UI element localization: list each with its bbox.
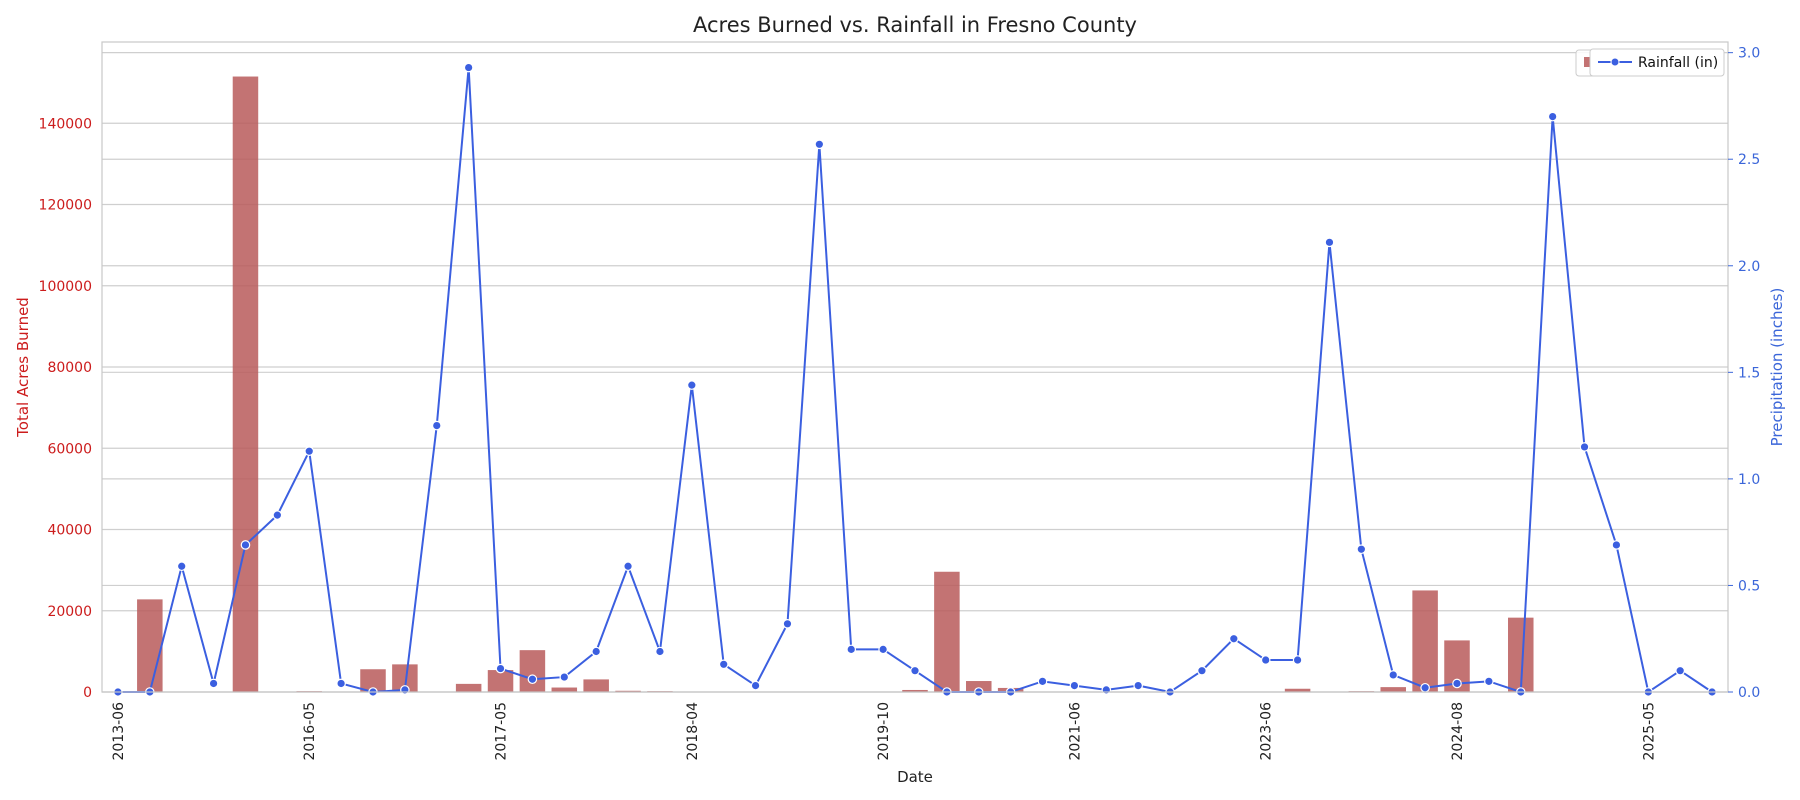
- rainfall-point: [623, 561, 633, 572]
- left-tick-label: 0: [83, 685, 92, 701]
- rainfall-point: [1388, 670, 1399, 680]
- legend-box-line: [1589, 48, 1725, 77]
- rainfall-point: [1611, 540, 1622, 550]
- rainfall-point: [814, 139, 825, 150]
- rainfall-point: [304, 446, 315, 456]
- bar: [455, 683, 482, 692]
- rainfall-point: [655, 646, 665, 657]
- bar-series-acres-burned: [137, 76, 1534, 692]
- rainfall-point: [1547, 111, 1558, 122]
- bar: [1412, 590, 1438, 692]
- left-tick-label: 40000: [47, 523, 92, 539]
- right-tick-label: 1.5: [1738, 365, 1760, 381]
- legend: Rainfall (in): [1575, 48, 1725, 77]
- rainfall-point: [846, 644, 857, 655]
- bar: [966, 681, 992, 692]
- x-tick-label: 2016-05: [302, 702, 318, 761]
- rainfall-point: [336, 678, 346, 689]
- legend-swatch-bars: [1584, 57, 1594, 67]
- rainfall-point: [1260, 655, 1271, 665]
- left-tick-label: 120000: [39, 198, 92, 214]
- rainfall-point: [176, 561, 187, 572]
- rainfall-point: [1101, 685, 1112, 695]
- rainfall-point: [463, 62, 474, 73]
- plot-frame: [101, 41, 1729, 693]
- x-tick-label: 2023-06: [1259, 702, 1275, 761]
- bar: [1380, 687, 1406, 692]
- x-tick-label: 2021-06: [1067, 702, 1083, 761]
- right-tick-label: 0.0: [1738, 685, 1760, 701]
- x-tick-label: 2019-10: [876, 702, 892, 761]
- rainfall-point: [878, 644, 888, 655]
- bar: [583, 679, 609, 692]
- bar: [1284, 688, 1311, 692]
- rainfall-point: [559, 672, 570, 682]
- rainfall-point: [1452, 678, 1462, 689]
- rainfall-point: [591, 646, 601, 657]
- bar: [934, 571, 960, 692]
- chart-title: Acres Burned vs. Rainfall in Fresno Coun…: [693, 13, 1137, 37]
- bar: [519, 650, 546, 692]
- left-tick-label: 140000: [39, 116, 92, 132]
- x-tick-label: 2013-06: [111, 702, 127, 761]
- left-tick-label: 80000: [47, 360, 92, 376]
- rainfall-point: [1197, 665, 1207, 676]
- left-tick-label: 60000: [47, 441, 92, 457]
- rainfall-point: [1229, 633, 1239, 644]
- rainfall-point: [1133, 680, 1143, 691]
- right-axis-label: Precipitation (inches): [1768, 288, 1786, 447]
- bar: [615, 690, 641, 692]
- x-tick-label: 2024-08: [1450, 702, 1466, 761]
- right-tick-label: 2.5: [1738, 152, 1760, 168]
- right-tick-label: 2.0: [1738, 259, 1760, 275]
- rainfall-point: [1292, 655, 1303, 665]
- x-axis-label: Date: [897, 768, 933, 786]
- rainfall-point: [687, 380, 697, 390]
- rainfall-point: [750, 680, 761, 691]
- left-axis-ticks: 0 20000 40000 60000 80000 100000 120000 140000: [39, 116, 92, 701]
- rainfall-point: [400, 685, 410, 695]
- x-tick-label: 2018-04: [685, 702, 701, 761]
- bar: [137, 599, 163, 692]
- x-axis-ticks: 2013-06 2016-05 2017-05 2018-04 2019-10 2021-…: [111, 702, 1657, 761]
- right-tick-label: 3.0: [1738, 46, 1760, 62]
- right-tick-label: 1.0: [1738, 472, 1760, 488]
- rainfall-point: [782, 619, 793, 629]
- bar: [487, 670, 514, 692]
- left-axis-label: Total Acres Burned: [14, 297, 32, 438]
- rainfall-point: [527, 674, 538, 685]
- rainfall-point: [1675, 665, 1685, 676]
- bar: [551, 687, 578, 692]
- bar: [232, 76, 259, 692]
- legend-label-rainfall: Rainfall (in): [1638, 55, 1718, 71]
- rainfall-point: [1356, 544, 1367, 555]
- rainfall-point: [910, 665, 920, 676]
- rainfall-point: [718, 659, 729, 670]
- bar: [360, 669, 386, 692]
- rainfall-point: [208, 678, 219, 689]
- rainfall-point: [1069, 680, 1080, 691]
- rainfall-point: [495, 663, 506, 674]
- x-tick-label: 2025-05: [1641, 702, 1657, 761]
- legend-marker: [1610, 57, 1620, 67]
- rainfall-point: [1484, 676, 1494, 687]
- x-tick-label: 2017-05: [494, 702, 510, 761]
- right-tick-label: 0.5: [1738, 578, 1760, 594]
- rainfall-point: [272, 510, 283, 520]
- rainfall-point: [1324, 237, 1335, 248]
- rainfall-point: [1579, 442, 1590, 452]
- rainfall-point: [431, 420, 442, 431]
- rainfall-point: [1420, 682, 1430, 693]
- bar: [902, 689, 928, 692]
- rainfall-point: [1037, 676, 1048, 687]
- left-tick-label: 100000: [39, 279, 92, 295]
- left-tick-label: 20000: [47, 604, 92, 620]
- rainfall-point: [240, 540, 251, 550]
- right-axis-ticks: 0.0 0.5 1.0 1.5 2.0 2.5 3.0: [1728, 46, 1760, 701]
